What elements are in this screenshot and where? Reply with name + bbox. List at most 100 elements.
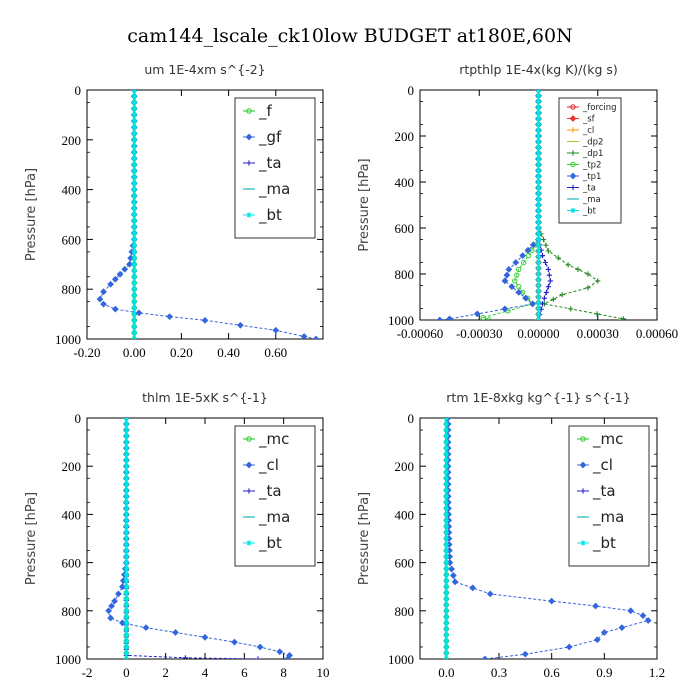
data-point bbox=[131, 236, 137, 242]
data-point bbox=[443, 418, 449, 421]
data-point bbox=[480, 315, 486, 320]
data-point bbox=[123, 553, 129, 560]
data-point bbox=[618, 317, 625, 320]
legend-label: _bt bbox=[258, 534, 282, 553]
data-point bbox=[172, 629, 179, 636]
data-point bbox=[131, 143, 137, 149]
data-point bbox=[545, 248, 551, 254]
data-point bbox=[123, 596, 129, 602]
data-point bbox=[131, 274, 137, 280]
data-point bbox=[131, 305, 137, 311]
data-point bbox=[565, 262, 571, 268]
data-point bbox=[524, 246, 532, 254]
data-point bbox=[535, 93, 542, 99]
y-tick-label: 200 bbox=[62, 133, 82, 148]
data-point bbox=[123, 523, 129, 530]
data-point bbox=[535, 311, 542, 317]
legend-label: _ta bbox=[592, 482, 616, 501]
data-point bbox=[543, 242, 549, 248]
y-tick-label: 400 bbox=[62, 183, 82, 198]
data-point bbox=[550, 296, 556, 302]
data-point bbox=[123, 505, 129, 511]
data-point bbox=[568, 306, 574, 312]
x-tick-label: 1.2 bbox=[649, 665, 665, 680]
data-point bbox=[123, 626, 129, 632]
data-point bbox=[131, 261, 137, 267]
legend-label: _ma bbox=[258, 508, 290, 527]
data-point bbox=[481, 655, 489, 659]
data-point bbox=[131, 286, 137, 292]
data-point bbox=[535, 300, 542, 306]
data-point bbox=[123, 614, 129, 620]
series-group bbox=[443, 418, 652, 659]
data-point bbox=[443, 553, 449, 560]
data-point bbox=[535, 254, 542, 260]
data-point bbox=[535, 104, 542, 110]
data-point bbox=[123, 644, 129, 650]
data-point bbox=[535, 116, 542, 122]
data-point bbox=[131, 162, 137, 168]
x-tick-label: 4 bbox=[202, 665, 209, 680]
data-point bbox=[443, 590, 449, 596]
data-point bbox=[443, 560, 449, 566]
data-point bbox=[123, 566, 129, 572]
data-point bbox=[312, 335, 320, 339]
x-tick-label: 0.00000 bbox=[517, 326, 559, 341]
data-point bbox=[276, 648, 284, 656]
data-point bbox=[443, 626, 449, 632]
data-point bbox=[443, 445, 449, 451]
data-point bbox=[443, 511, 449, 517]
data-point bbox=[443, 463, 449, 469]
data-point bbox=[443, 644, 449, 650]
data-point bbox=[123, 541, 129, 548]
data-point bbox=[135, 309, 143, 317]
data-point bbox=[131, 255, 137, 261]
data-point bbox=[272, 326, 280, 334]
y-tick-label: 400 bbox=[395, 507, 415, 522]
x-tick-label: 2 bbox=[162, 665, 169, 680]
legend-label: _ma bbox=[582, 195, 601, 205]
y-axis-label: Pressure [hPa] bbox=[357, 158, 372, 251]
data-point bbox=[166, 313, 173, 320]
x-tick-label: 10 bbox=[317, 665, 330, 680]
y-tick-label: 0 bbox=[408, 83, 415, 98]
legend-label: _cl bbox=[258, 456, 279, 475]
chart-panel-4: rtm 1E-8xkg kg^{-1} s^{-1} Pressure [hPa]… bbox=[357, 390, 665, 680]
data-point bbox=[443, 602, 449, 608]
data-point bbox=[446, 559, 454, 566]
data-point bbox=[595, 278, 601, 284]
data-point bbox=[131, 180, 137, 186]
data-point bbox=[451, 578, 459, 586]
data-point bbox=[516, 283, 522, 290]
x-tick-label: 0.3 bbox=[491, 665, 507, 680]
legend-label: _dp1 bbox=[582, 149, 603, 159]
data-point bbox=[131, 317, 137, 323]
x-tick-label: 0.6 bbox=[544, 665, 561, 680]
data-point bbox=[535, 213, 542, 220]
y-tick-label: 200 bbox=[395, 129, 415, 144]
y-tick-label: 600 bbox=[62, 556, 82, 571]
data-point bbox=[123, 457, 129, 463]
data-point bbox=[542, 259, 549, 266]
data-point bbox=[443, 656, 449, 659]
data-point bbox=[123, 475, 129, 481]
data-point bbox=[123, 602, 129, 608]
y-tick-label: 600 bbox=[395, 556, 415, 571]
data-point bbox=[547, 278, 553, 284]
data-point bbox=[535, 208, 542, 214]
x-tick-label: 0.00060 bbox=[636, 326, 678, 341]
data-point bbox=[123, 547, 129, 554]
data-point bbox=[443, 421, 449, 427]
data-point bbox=[535, 236, 542, 243]
data-point bbox=[535, 259, 542, 266]
data-point bbox=[535, 98, 542, 105]
data-point bbox=[131, 218, 137, 224]
data-point bbox=[237, 321, 244, 329]
legend-label: _bt bbox=[258, 206, 282, 225]
data-point bbox=[131, 124, 137, 130]
data-point bbox=[123, 493, 129, 499]
data-point bbox=[449, 572, 457, 579]
y-tick-label: 1000 bbox=[55, 652, 81, 667]
data-point bbox=[543, 289, 549, 295]
data-point bbox=[123, 572, 129, 578]
